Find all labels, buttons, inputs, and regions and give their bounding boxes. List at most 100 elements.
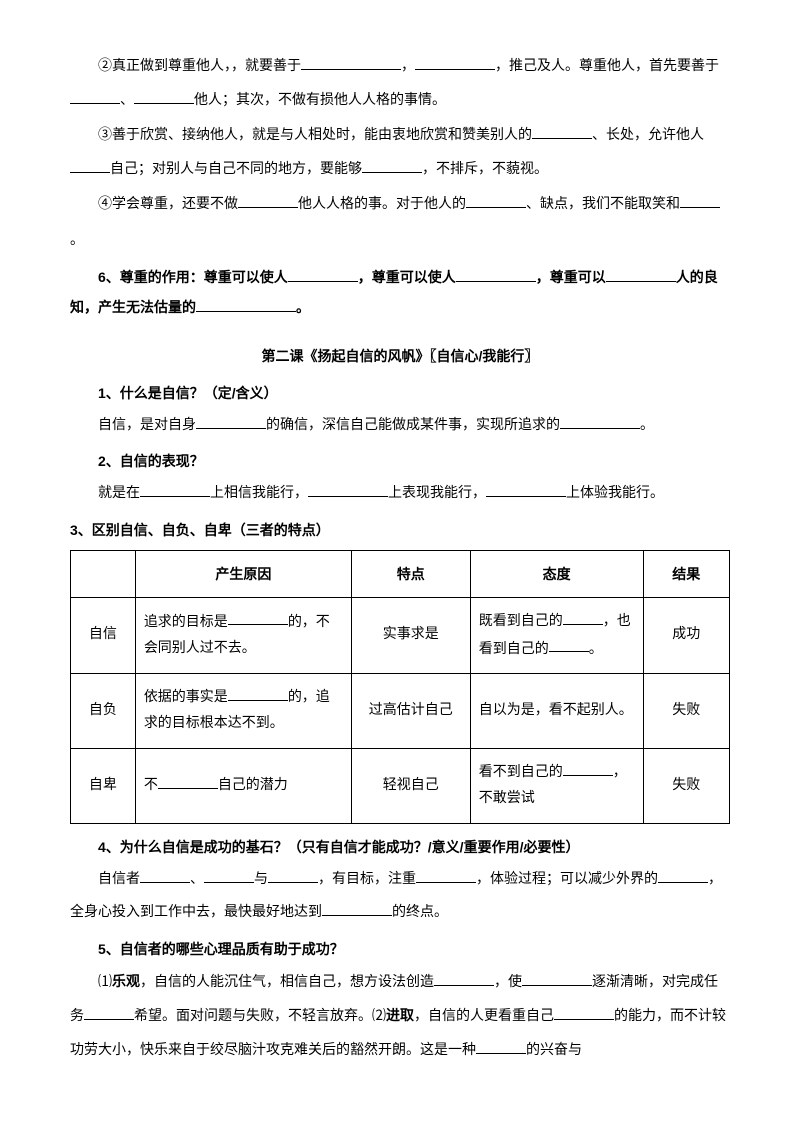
text: 上体验我能行。: [566, 486, 664, 501]
row-label: 自卑: [71, 748, 136, 823]
text: 。: [70, 233, 84, 248]
blank[interactable]: [268, 866, 318, 883]
q4-answer: 自信者、与，有目标，注重，体验过程；可以减少外界的，全身心投入到工作中去，最快最…: [70, 863, 730, 930]
text: 的终点。: [392, 905, 448, 920]
cell-attitude: 看不到自己的，不敢尝试: [470, 748, 643, 823]
blank[interactable]: [70, 156, 110, 173]
blank[interactable]: [204, 866, 254, 883]
text: 他人人格的事。对于他人的: [298, 197, 466, 212]
blank[interactable]: [560, 412, 640, 429]
text: 的确信，深信自己能做成某件事，实现所追求的: [266, 418, 560, 433]
section-title: 第二课《扬起自信的风帆》〖自信心/我能行〗: [70, 341, 730, 372]
text: 追求的目标是: [144, 614, 228, 629]
q3-label: 3、区别自信、自负、自卑（三者的特点）: [70, 515, 730, 546]
blank[interactable]: [238, 192, 298, 209]
cell-feature: 过高估计自己: [351, 673, 470, 748]
q1-answer: 自信，是对自身的确信，深信自己能做成某件事，实现所追求的。: [70, 409, 730, 443]
text: 看不到自己的: [479, 765, 563, 780]
text: 。: [589, 641, 603, 656]
cell-cause: 依据的事实是的，追求的目标根本达不到。: [135, 673, 351, 748]
cell-feature: 轻视自己: [351, 748, 470, 823]
blank[interactable]: [84, 1003, 134, 1020]
blank[interactable]: [416, 866, 476, 883]
cell-cause: 不自己的潜力: [135, 748, 351, 823]
text: ②真正做到尊重他人，，就要善于: [98, 59, 301, 74]
blank[interactable]: [606, 265, 676, 282]
text: 自己的潜力: [218, 778, 288, 793]
bold-text: 进取: [386, 1007, 414, 1023]
q2-label: 2、自信的表现？: [70, 446, 730, 477]
blank[interactable]: [456, 265, 536, 282]
table-row: 自卑 不自己的潜力 轻视自己 看不到自己的，不敢尝试 失败: [71, 748, 730, 823]
text: 。: [640, 418, 654, 433]
para-4b: 。: [70, 224, 730, 258]
text: ，尊重可以: [536, 269, 606, 285]
blank[interactable]: [134, 87, 194, 104]
table-row: 自信 追求的目标是的，不会同别人过不去。 实事求是 既看到自己的，也看到自己的。…: [71, 598, 730, 674]
th-blank: [71, 550, 136, 598]
text: ，有目标，注重: [318, 872, 416, 887]
blank[interactable]: [415, 53, 495, 70]
text: ⑴: [98, 975, 112, 990]
blank[interactable]: [158, 772, 218, 789]
text: ③善于欣赏、接纳他人，就是与人相处时，能由衷地欣赏和赞美别人的: [98, 128, 532, 143]
para-2: ②真正做到尊重他人，，就要善于，，推己及人。尊重他人，首先要善于、他人；其次，不…: [70, 50, 730, 117]
text: ，体验过程；可以减少外界的: [476, 872, 658, 887]
text: ，自信的人更看重自己: [414, 1009, 554, 1024]
cell-attitude: 自以为是，看不起别人。: [470, 673, 643, 748]
th-attitude: 态度: [470, 550, 643, 598]
cell-attitude: 既看到自己的，也看到自己的。: [470, 598, 643, 674]
text: 、: [190, 872, 204, 887]
blank[interactable]: [434, 969, 494, 986]
blank[interactable]: [308, 480, 388, 497]
blank[interactable]: [301, 53, 401, 70]
blank[interactable]: [288, 265, 358, 282]
text: ，: [401, 59, 415, 74]
bold-text: 乐观: [112, 973, 140, 989]
table-header-row: 产生原因 特点 态度 结果: [71, 550, 730, 598]
blank[interactable]: [228, 609, 288, 626]
blank[interactable]: [549, 636, 589, 653]
q2-answer: 就是在 上相信我能行， 上表现我能行， 上体验我能行。: [70, 477, 730, 511]
blank[interactable]: [140, 866, 190, 883]
table-row: 自负 依据的事实是的，追求的目标根本达不到。 过高估计自己 自以为是，看不起别人…: [71, 673, 730, 748]
text: 的兴奋与: [526, 1043, 582, 1058]
text: 依据的事实是: [144, 690, 228, 705]
blank[interactable]: [70, 87, 120, 104]
cell-result: 成功: [643, 598, 729, 674]
blank[interactable]: [466, 192, 526, 209]
th-result: 结果: [643, 550, 729, 598]
blank[interactable]: [140, 480, 210, 497]
blank[interactable]: [322, 899, 392, 916]
blank[interactable]: [196, 412, 266, 429]
text: 与: [254, 872, 268, 887]
text: 自己；对别人与自己不同的地方，要能够: [110, 162, 362, 177]
blank[interactable]: [196, 296, 296, 313]
blank[interactable]: [563, 759, 613, 776]
cell-feature: 实事求是: [351, 598, 470, 674]
blank[interactable]: [658, 866, 708, 883]
row-label: 自信: [71, 598, 136, 674]
blank[interactable]: [228, 684, 288, 701]
blank[interactable]: [476, 1037, 526, 1054]
text: 上表现我能行，: [388, 486, 486, 501]
blank[interactable]: [486, 480, 566, 497]
blank[interactable]: [532, 122, 592, 139]
text: 6、尊重的作用：尊重可以使人: [98, 269, 288, 285]
blank[interactable]: [362, 156, 422, 173]
para-4: ④学会尊重，还要不做他人人格的事。对于他人的、缺点，我们不能取笑和: [70, 188, 730, 222]
blank[interactable]: [554, 1003, 614, 1020]
blank[interactable]: [563, 608, 603, 625]
text: 就是在: [98, 486, 140, 501]
text: 既看到自己的: [479, 614, 563, 629]
q5-answer: ⑴乐观，自信的人能沉住气，相信自己，想方设法创造，使逐渐清晰，对完成任务希望。面…: [70, 965, 730, 1068]
cell-cause: 追求的目标是的，不会同别人过不去。: [135, 598, 351, 674]
text: 、缺点，我们不能取笑和: [526, 197, 680, 212]
text: 上相信我能行，: [210, 486, 308, 501]
blank[interactable]: [522, 969, 592, 986]
blank[interactable]: [680, 192, 720, 209]
cell-result: 失败: [643, 748, 729, 823]
text: ，尊重可以使人: [358, 269, 456, 285]
row-label: 自负: [71, 673, 136, 748]
q5-label: 5、自信者的哪些心理品质有助于成功？: [70, 934, 730, 965]
